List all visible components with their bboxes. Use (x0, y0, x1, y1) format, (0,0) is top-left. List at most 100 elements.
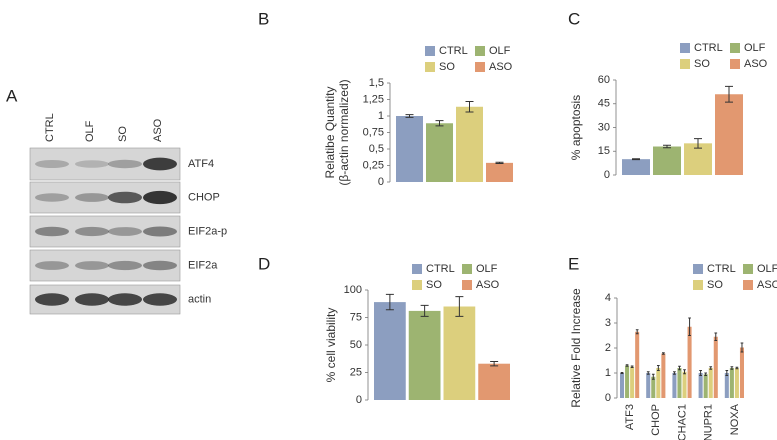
error-bar (662, 352, 665, 355)
blot-band (108, 159, 142, 169)
error-bar (673, 371, 676, 375)
legend-swatch (412, 264, 422, 274)
legend-label: OLF (744, 42, 766, 54)
error-bar (635, 329, 639, 335)
x-tick-label: NUPR1 (703, 404, 715, 440)
legend-label: ASO (489, 61, 513, 73)
blot-band (108, 293, 142, 306)
panel-letter: E (568, 254, 579, 273)
y-tick-label: 0,25 (363, 159, 384, 171)
blot-band (75, 261, 109, 270)
y-tick-label: 1 (605, 367, 611, 379)
bar (703, 374, 708, 398)
error-bar (455, 296, 464, 317)
bar (656, 368, 661, 398)
error-bar (683, 369, 686, 375)
error-bar (688, 317, 691, 336)
legend-swatch (743, 264, 753, 274)
bar (408, 310, 441, 400)
legend-label: SO (694, 58, 710, 70)
legend-swatch (475, 62, 485, 72)
blot-band (108, 191, 142, 204)
bar (630, 366, 635, 398)
legend-label: CTRL (694, 42, 723, 54)
error-bar (405, 114, 414, 118)
blot-band (35, 160, 69, 168)
panel-letter: A (6, 86, 18, 105)
bar (698, 373, 703, 398)
legend-swatch (730, 43, 740, 53)
bar (715, 94, 743, 175)
legend-swatch (743, 280, 753, 290)
x-tick-label: CHAC1 (676, 404, 688, 440)
legend-label: SO (439, 61, 455, 73)
error-bar (385, 293, 394, 311)
y-tick-label: 0 (605, 392, 611, 404)
y-tick-label: 0 (356, 394, 362, 406)
legend-swatch (475, 46, 485, 56)
y-tick-label: 0 (604, 169, 610, 181)
error-bar (740, 342, 744, 353)
bar (478, 363, 510, 400)
legend-label: ASO (757, 279, 777, 291)
bar (677, 368, 682, 398)
y-axis-label: Relatibe Quantity (323, 86, 337, 178)
legend-swatch (462, 264, 472, 274)
y-tick-label: 25 (350, 366, 362, 378)
legend-label: OLF (757, 263, 777, 275)
error-bar (725, 370, 729, 376)
y-tick-label: 15 (598, 145, 610, 157)
blot-band (75, 293, 109, 306)
error-bar (725, 85, 733, 103)
legend-swatch (425, 62, 435, 72)
error-bar (678, 365, 681, 371)
bar (426, 123, 453, 182)
blot-strip (29, 249, 181, 282)
error-bar (694, 138, 702, 149)
blot-band (143, 157, 177, 171)
blot-band (108, 260, 142, 271)
bar (708, 368, 713, 398)
error-bar (420, 304, 429, 317)
y-tick-label: 50 (350, 339, 362, 351)
error-bar (625, 364, 629, 367)
legend-swatch (693, 264, 703, 274)
y-tick-label: 100 (344, 284, 362, 296)
protein-label: EIF2a (188, 259, 218, 271)
bar (443, 306, 476, 400)
y-tick-label: 60 (598, 74, 610, 86)
legend-label: CTRL (426, 263, 455, 275)
legend-label: OLF (489, 45, 511, 57)
bar (724, 373, 729, 398)
bar (713, 336, 718, 398)
error-bar (663, 144, 671, 149)
blot-band (143, 226, 177, 237)
error-bar (735, 366, 739, 370)
error-bar (632, 158, 640, 161)
error-bar (490, 361, 499, 367)
x-tick-label: CHOP (650, 404, 662, 436)
error-bar (656, 365, 660, 371)
error-bar (495, 161, 504, 165)
lane-label: OLF (84, 120, 96, 142)
x-tick-label: NOXA (729, 403, 741, 435)
bar (734, 368, 739, 398)
error-bar (646, 371, 650, 375)
legend-label: ASO (744, 58, 768, 70)
panel-letter: D (258, 254, 270, 273)
y-axis-label: % apoptosis (569, 95, 583, 160)
legend-label: SO (426, 279, 442, 291)
panel-letter: B (258, 9, 269, 28)
error-bar (730, 366, 734, 370)
error-bar (651, 373, 655, 380)
bar (635, 331, 640, 398)
bar (661, 353, 666, 398)
bar (684, 143, 712, 175)
legend-swatch (693, 280, 703, 290)
error-bar (620, 372, 624, 374)
lane-label: ASO (152, 118, 164, 142)
blot-band (75, 193, 109, 202)
y-tick-label: 2 (605, 342, 611, 354)
x-tick-label: ATF3 (624, 404, 636, 430)
